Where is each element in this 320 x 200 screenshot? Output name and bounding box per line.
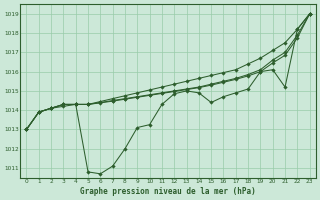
X-axis label: Graphe pression niveau de la mer (hPa): Graphe pression niveau de la mer (hPa) [80,187,256,196]
